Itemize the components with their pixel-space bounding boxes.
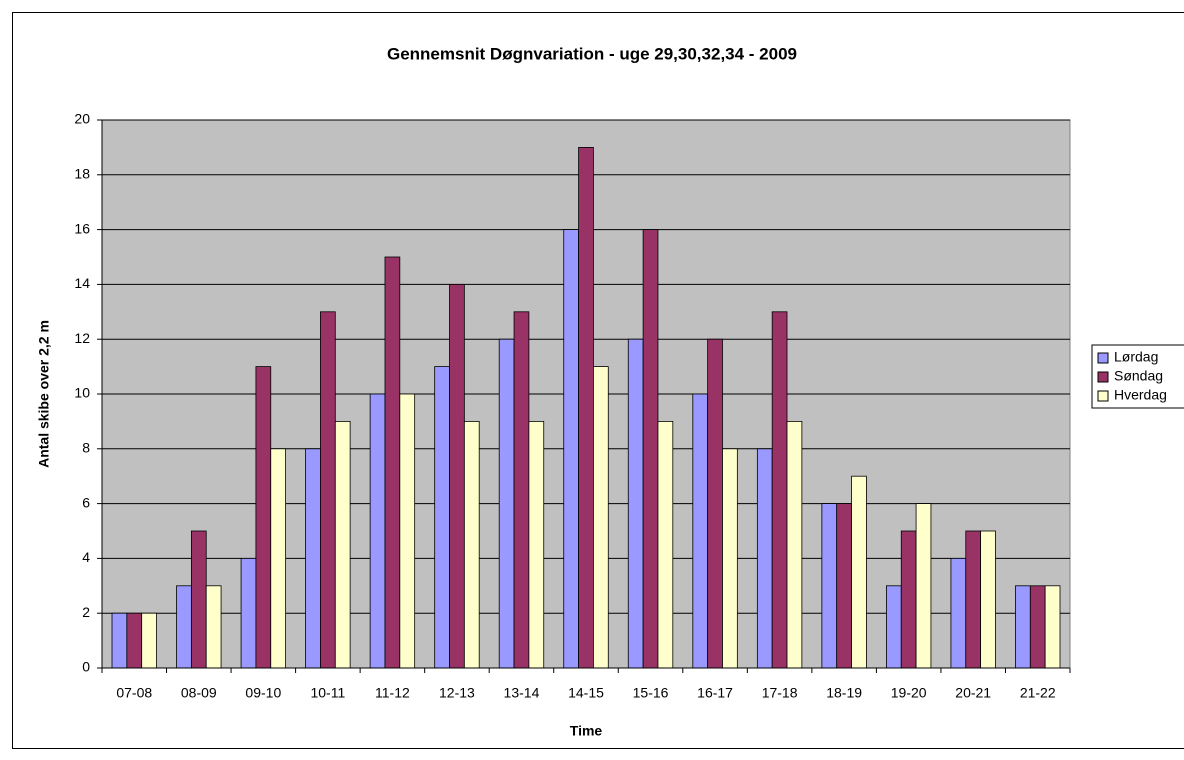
bar [980,530,996,669]
bar [627,338,644,669]
bar [642,229,659,669]
bar [205,585,222,669]
x-tick-label: 13-14 [504,685,540,701]
bar [126,612,143,669]
y-tick-label: 12 [74,330,90,346]
bar [1029,585,1046,669]
bar [369,393,386,669]
bar [141,612,157,669]
bar [463,420,480,669]
bar [563,229,579,669]
bar [821,503,838,669]
y-tick-label: 10 [74,385,90,401]
y-tick-label: 8 [82,440,90,456]
bar [176,585,192,669]
legend-label: Lørdag [1114,349,1158,365]
bar [886,585,902,669]
y-tick-label: 14 [74,275,90,291]
y-tick-label: 2 [82,604,90,620]
bar [498,338,515,669]
legend-swatch [1097,352,1109,364]
legend-swatch [1097,390,1109,402]
y-tick-label: 16 [74,220,90,236]
x-tick-label: 17-18 [762,685,798,701]
bar [305,448,321,669]
bar [111,612,128,669]
x-tick-label: 16-17 [697,685,733,701]
bar [771,311,788,669]
bar [657,420,674,669]
y-tick-label: 6 [82,494,90,510]
bar [1015,585,1031,669]
bar [756,448,773,669]
y-tick-label: 18 [74,166,90,182]
legend-label: Hverdag [1114,387,1167,403]
x-tick-label: 12-13 [439,685,475,701]
bar [190,530,207,669]
bar [692,393,709,669]
x-tick-label: 11-12 [375,685,410,701]
bar [915,503,932,669]
bar [528,420,545,669]
x-tick-label: 15-16 [633,685,669,701]
bar [399,393,416,669]
bar [786,420,803,669]
bar [334,420,351,669]
bar [578,146,594,669]
bar [851,475,867,669]
bar [513,311,530,669]
y-tick-label: 4 [82,549,90,565]
bar [384,256,401,669]
x-tick-label: 07-08 [116,685,152,701]
bar [270,448,286,669]
x-tick-label: 09-10 [245,685,281,701]
x-tick-label: 20-21 [955,685,991,701]
y-tick-label: 20 [74,111,90,127]
x-tick-label: 21-22 [1020,685,1056,701]
bar [900,530,917,669]
legend-swatch [1097,371,1109,383]
legend-label: Søndag [1114,368,1163,384]
bar [965,530,982,669]
bar [320,311,336,669]
x-tick-label: 10-11 [310,685,345,701]
x-tick-label: 18-19 [826,685,862,701]
bar [722,448,738,669]
y-tick-label: 0 [82,659,90,675]
bar [240,558,257,669]
bar [593,366,609,669]
bar [449,283,465,669]
bar [1044,585,1061,669]
chart-title: Gennemsnit Døgnvariation - uge 29,30,32,… [387,44,797,63]
bar [707,338,723,669]
y-axis-label: Antal skibe over 2,2 m [36,320,52,468]
bar [836,503,852,669]
bar [950,558,967,669]
x-tick-label: 19-20 [891,685,927,701]
x-tick-label: 14-15 [568,685,604,701]
x-tick-label: 08-09 [181,685,217,701]
x-axis-label: Time [570,723,603,739]
bar [434,366,450,669]
bar [255,366,272,669]
